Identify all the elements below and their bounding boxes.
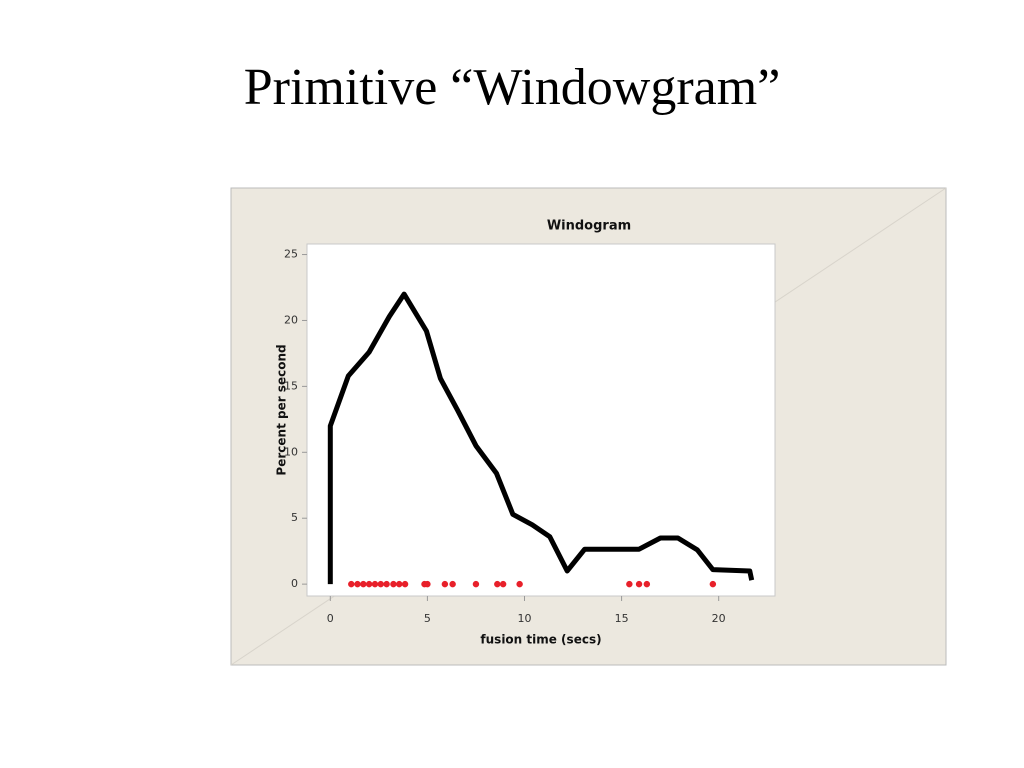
data-point bbox=[396, 580, 403, 588]
data-line bbox=[327, 291, 755, 585]
data-point bbox=[709, 580, 717, 588]
x-axis-label: fusion time (secs) bbox=[480, 633, 601, 647]
y-tick-label: 5 bbox=[291, 511, 298, 524]
x-tick-label: 5 bbox=[424, 612, 431, 625]
data-point bbox=[383, 580, 390, 588]
x-tick-label: 15 bbox=[615, 612, 629, 625]
y-tick-label: 10 bbox=[284, 445, 298, 458]
y-tick-label: 25 bbox=[284, 248, 298, 261]
data-point bbox=[348, 580, 355, 588]
data-point bbox=[494, 580, 501, 588]
data-point bbox=[354, 580, 361, 588]
x-tick-label: 0 bbox=[327, 612, 334, 625]
y-axis-label: Percent per second bbox=[275, 344, 289, 475]
data-point bbox=[643, 580, 651, 588]
data-point bbox=[365, 580, 373, 588]
x-tick-label: 20 bbox=[712, 612, 726, 625]
y-tick-label: 0 bbox=[291, 577, 298, 590]
chart-title: Windogram bbox=[547, 219, 631, 234]
x-tick-label: 10 bbox=[517, 612, 531, 625]
data-point bbox=[377, 580, 384, 588]
data-point bbox=[360, 580, 367, 588]
data-point bbox=[371, 580, 379, 588]
data-point bbox=[516, 580, 523, 588]
y-tick-label: 20 bbox=[284, 313, 298, 326]
data-point bbox=[441, 580, 449, 588]
data-point bbox=[472, 580, 480, 588]
data-point bbox=[635, 580, 643, 588]
data-point bbox=[499, 580, 507, 588]
slide-title: Primitive “Windowgram” bbox=[243, 59, 781, 116]
data-point bbox=[424, 580, 431, 588]
data-point bbox=[626, 580, 633, 588]
plot-area bbox=[306, 243, 776, 597]
data-point bbox=[401, 580, 409, 588]
data-point bbox=[390, 580, 397, 588]
y-tick-label: 15 bbox=[284, 379, 298, 392]
data-point bbox=[449, 580, 456, 588]
